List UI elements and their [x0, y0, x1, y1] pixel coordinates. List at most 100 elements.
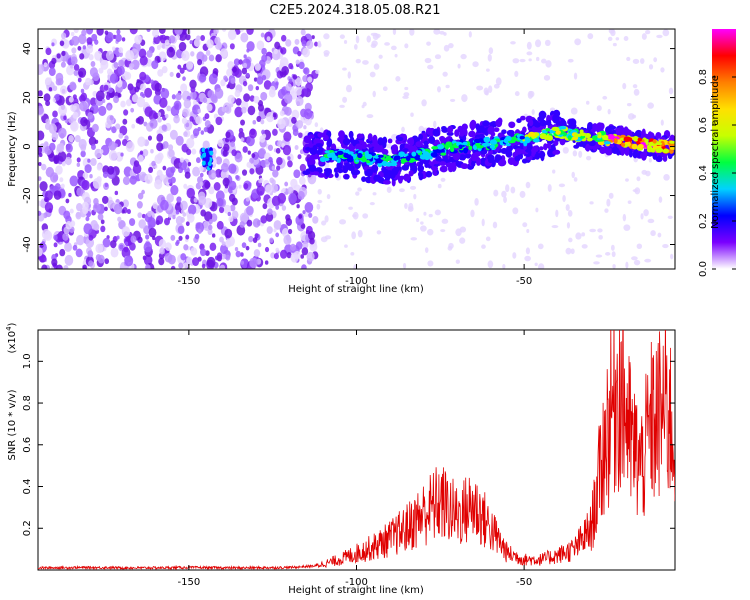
spectrogram-cell — [198, 195, 207, 206]
spectrogram-cell — [394, 53, 398, 58]
spectrogram-cell — [200, 209, 207, 217]
spectrogram-cell — [117, 216, 122, 222]
spectrogram-cell — [430, 152, 438, 158]
spectrogram-cell — [527, 90, 533, 99]
spectrogram-cell — [56, 53, 61, 59]
spectrogram-cell — [262, 203, 268, 210]
spectrogram-cell — [275, 147, 281, 154]
spectrogram-cell — [76, 234, 85, 246]
spectrogram-cell — [53, 190, 62, 200]
spectrogram-cell — [63, 265, 69, 269]
spectrogram-cell — [239, 29, 244, 32]
spectrogram-cell — [228, 216, 234, 223]
spectrogram-cell — [65, 221, 73, 230]
spectrogram-cell — [246, 161, 252, 168]
spectrogram-cell — [204, 181, 211, 189]
spectrogram-cell — [253, 249, 261, 258]
spectrogram-cell — [178, 159, 188, 171]
spectrogram-cell — [160, 199, 169, 211]
spectrogram-cell — [76, 187, 84, 196]
spectrogram-cell — [644, 258, 652, 263]
spectrogram-cell — [56, 143, 65, 153]
spectrogram-cell — [154, 179, 163, 190]
spectrogram-cell — [567, 58, 574, 63]
spectrogram-cell — [487, 126, 495, 135]
spectrogram-cell — [148, 166, 154, 173]
spectrogram-cell — [132, 163, 142, 175]
spectrogram-cell — [107, 105, 112, 111]
spectrogram-cell — [171, 94, 176, 100]
colorbar-ticks: 0.0 0.2 0.4 0.6 0.8 — [698, 69, 736, 277]
spectrogram-cell — [113, 95, 119, 104]
spectrogram-cell — [538, 110, 547, 120]
spectrogram-cell — [373, 146, 381, 152]
spectrogram-cell — [568, 118, 577, 127]
spectrogram-cell — [413, 193, 417, 200]
spectrogram-cell — [608, 192, 614, 199]
spectrogram-cell — [88, 260, 94, 267]
spectrogram-cell — [461, 123, 468, 131]
spectrogram-cell — [248, 128, 257, 139]
spectrogram-cell — [439, 161, 447, 166]
spectrogram-cell — [101, 98, 106, 104]
spectrogram-cell — [461, 94, 468, 103]
spectrogram-cell — [624, 148, 630, 156]
spectrogram-cell — [268, 156, 273, 163]
spectrogram-cell — [317, 199, 323, 204]
spectrogram-cell — [442, 71, 448, 77]
spectrogram-cell — [319, 156, 327, 163]
spectrogram-cell — [256, 185, 265, 196]
spectrogram-cell — [215, 54, 222, 63]
spectrogram-cell — [227, 94, 235, 104]
spectrogram-cell — [214, 87, 224, 99]
spectrogram-cell — [300, 254, 305, 259]
spectrogram-cell — [240, 119, 246, 126]
spectrogram-cell — [361, 176, 367, 182]
spectrogram-cell — [512, 207, 519, 215]
spectrogram-cell — [249, 168, 255, 175]
spectrogram-cell — [254, 233, 259, 239]
spectrogram-cell — [302, 75, 308, 83]
spectrogram-cell — [211, 172, 216, 179]
spectrogram-cell — [75, 248, 83, 258]
spectrogram-cell — [146, 29, 151, 32]
colorbar-tick-label: 0.0 — [698, 261, 709, 277]
spectrogram-cell — [505, 143, 511, 147]
spectrogram-cell — [254, 63, 261, 71]
spectrogram-cell — [458, 154, 467, 161]
spectrogram-cell — [100, 59, 109, 70]
spectrogram-cell — [104, 182, 109, 188]
spectrogram-cell — [206, 39, 214, 49]
spectrogram-cell — [183, 183, 188, 189]
spectrogram-cell — [161, 124, 167, 131]
spectrogram-cell — [241, 242, 247, 249]
spectrogram-cell — [121, 209, 125, 214]
spectrogram-cell — [281, 34, 287, 42]
spectrogram-cell — [324, 215, 329, 223]
spectrogram-cell — [551, 225, 559, 229]
spectrogram-cell — [631, 143, 638, 150]
spectrogram-cell — [487, 156, 494, 164]
spectrogram-cell — [183, 131, 188, 137]
spectrogram-cell — [182, 262, 189, 269]
spectrogram-cell — [632, 135, 639, 142]
spectrogram-cell — [118, 59, 125, 67]
spectrogram-cell — [355, 191, 360, 196]
spectrogram-cell — [137, 212, 143, 219]
spectrogram-cell — [326, 139, 333, 148]
spectrogram-cell — [648, 132, 655, 141]
spectrogram-cell — [282, 187, 286, 193]
spectrogram-cell — [294, 144, 299, 150]
spectrogram-cell — [361, 141, 367, 150]
spectrogram-cell — [75, 212, 82, 220]
spectrogram-cell — [264, 158, 270, 165]
spectrogram-cell — [545, 128, 551, 132]
spectrogram-cell — [82, 45, 87, 50]
spectrogram-cell — [534, 262, 538, 267]
spectrogram-cell — [427, 260, 434, 267]
spectrogram-cell — [178, 235, 183, 241]
spectrogram-cell — [657, 232, 662, 238]
y-tick-label: 0.2 — [22, 520, 33, 536]
spectrogram-cell — [308, 139, 313, 148]
spectrogram-cell — [650, 230, 656, 237]
